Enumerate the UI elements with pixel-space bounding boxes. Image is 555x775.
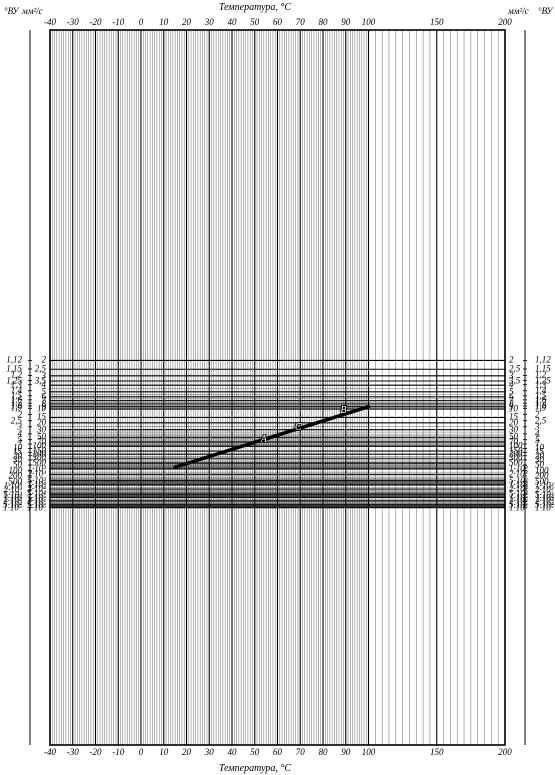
corner-inner-left: мм²/с bbox=[22, 6, 43, 16]
corner-inner-right: мм²/с bbox=[508, 6, 529, 16]
x-tick-top-30: 30 bbox=[205, 18, 214, 27]
chart-canvas bbox=[0, 0, 555, 775]
x-tick-top-80: 80 bbox=[319, 18, 328, 27]
x-tick-bottom--10: -10 bbox=[112, 748, 124, 757]
x-axis-title-top: Температура, °С bbox=[219, 2, 291, 13]
corner-outer-right: °ВУ bbox=[538, 6, 552, 16]
x-tick-top-150: 150 bbox=[430, 18, 444, 27]
nomograph-chart: Температура, °С Температура, °С °ВУ мм²/… bbox=[0, 0, 555, 775]
x-tick-bottom-60: 60 bbox=[273, 748, 282, 757]
x-tick-top-50: 50 bbox=[250, 18, 259, 27]
y-inner-left-30: 1·10⁶ bbox=[27, 503, 46, 512]
x-tick-top--40: -40 bbox=[44, 18, 56, 27]
x-tick-bottom-70: 70 bbox=[296, 748, 305, 757]
y-outer-right-31: 1·10⁵ bbox=[535, 503, 554, 512]
corner-outer-left: °ВУ bbox=[4, 6, 18, 16]
x-tick-bottom--20: -20 bbox=[90, 748, 102, 757]
x-tick-top-70: 70 bbox=[296, 18, 305, 27]
x-tick-top-40: 40 bbox=[228, 18, 237, 27]
x-tick-top--10: -10 bbox=[112, 18, 124, 27]
x-tick-bottom--30: -30 bbox=[67, 748, 79, 757]
x-tick-bottom-80: 80 bbox=[319, 748, 328, 757]
x-tick-bottom-200: 200 bbox=[498, 748, 512, 757]
x-tick-top-90: 90 bbox=[341, 18, 350, 27]
x-tick-bottom-20: 20 bbox=[182, 748, 191, 757]
x-axis-title-bottom: Температура, °С bbox=[219, 763, 291, 774]
x-tick-bottom-10: 10 bbox=[159, 748, 168, 757]
x-tick-top-100: 100 bbox=[362, 18, 376, 27]
x-tick-bottom-40: 40 bbox=[228, 748, 237, 757]
x-tick-top-60: 60 bbox=[273, 18, 282, 27]
x-tick-bottom--40: -40 bbox=[44, 748, 56, 757]
x-tick-top-20: 20 bbox=[182, 18, 191, 27]
y-inner-right-30: 1·10⁶ bbox=[509, 503, 528, 512]
x-tick-bottom-50: 50 bbox=[250, 748, 259, 757]
x-tick-top--20: -20 bbox=[90, 18, 102, 27]
x-tick-top--30: -30 bbox=[67, 18, 79, 27]
x-tick-bottom-30: 30 bbox=[205, 748, 214, 757]
x-tick-top-200: 200 bbox=[498, 18, 512, 27]
x-tick-bottom-100: 100 bbox=[362, 748, 376, 757]
x-tick-bottom-0: 0 bbox=[139, 748, 144, 757]
x-tick-top-0: 0 bbox=[139, 18, 144, 27]
x-tick-top-10: 10 bbox=[159, 18, 168, 27]
y-outer-left-31: 1·10⁵ bbox=[3, 503, 22, 512]
x-tick-bottom-90: 90 bbox=[341, 748, 350, 757]
x-tick-bottom-150: 150 bbox=[430, 748, 444, 757]
